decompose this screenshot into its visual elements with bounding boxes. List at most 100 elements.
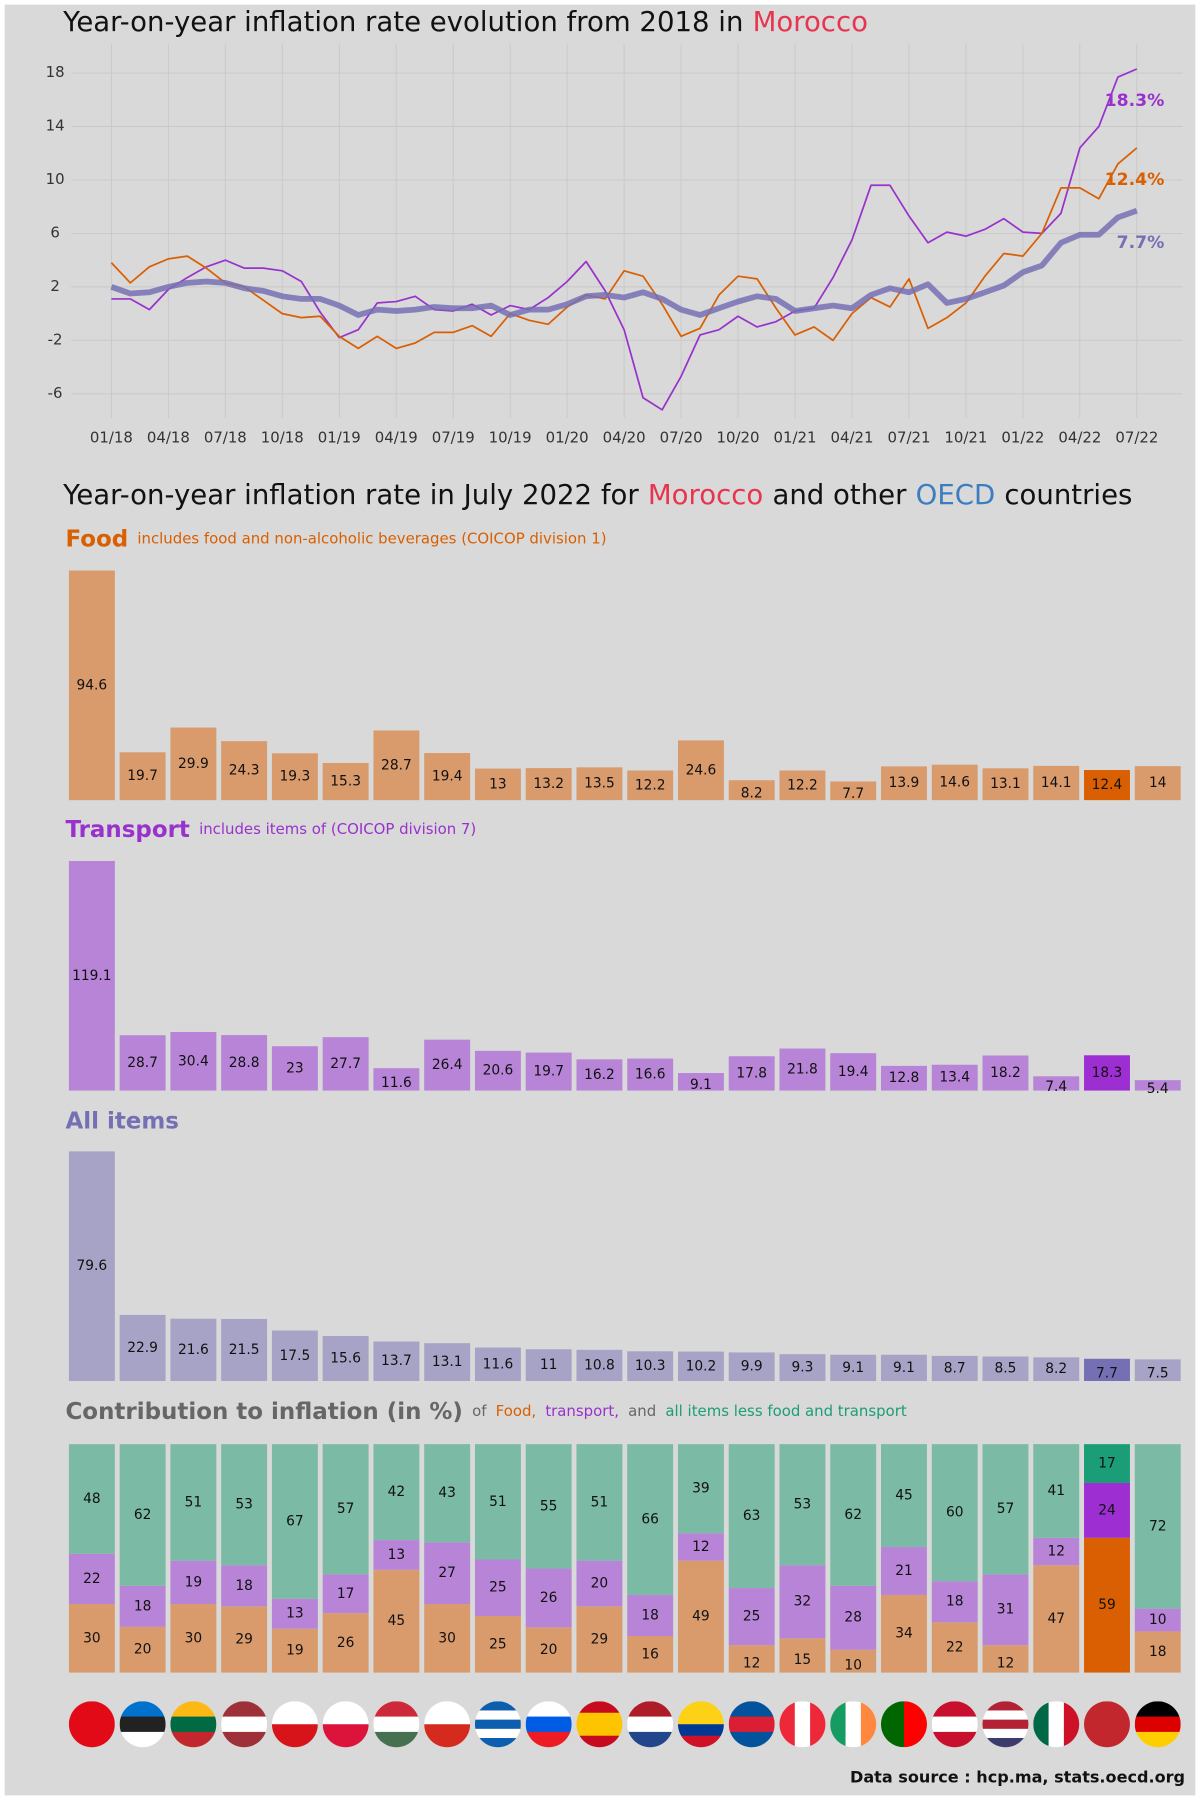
bar-segment [779,1444,826,1566]
bar-segment [931,1622,978,1673]
bar-segment [576,1606,623,1673]
bar-segment [830,1649,877,1673]
bar-segment [271,1444,318,1599]
value-label: 60 [946,1505,964,1521]
x-tick-label: 04/18 [147,429,190,447]
bar-segment [1084,1444,1130,1483]
value-label: 53 [235,1497,253,1513]
value-label: 29 [235,1631,253,1647]
bar-segment [677,1444,724,1534]
heading-part: Morocco [753,6,868,38]
value-label: 5.4 [1147,1081,1169,1097]
value-label: 7.4 [1045,1079,1067,1095]
x-tick-label: 10/19 [489,429,532,447]
bar-segment [1134,1608,1181,1632]
flag-stripe [221,1716,268,1733]
value-label: 13.1 [990,776,1021,792]
heading-part: transport, [545,1402,619,1420]
value-label: 63 [743,1508,761,1524]
flag [982,1701,1029,1748]
value-label: 8.7 [944,1360,966,1376]
flag-stripe [373,1731,420,1748]
value-label: 9.3 [791,1360,813,1376]
value-label: 51 [591,1494,609,1510]
bar [576,767,623,801]
value-label: 39 [692,1481,710,1497]
value-label: 55 [540,1498,558,1514]
heading-part: all items less food and transport [665,1402,906,1420]
value-label: 53 [794,1497,812,1513]
value-label: 19.3 [280,769,311,785]
x-tick-label: 07/22 [1115,429,1158,447]
flag [221,1701,268,1748]
bar [779,1048,826,1091]
bar [221,1035,268,1091]
flag [576,1701,623,1748]
flag-stripe [728,1701,775,1718]
flag-stripe [271,1701,318,1725]
value-label: 26.4 [432,1057,463,1073]
bar-segment [68,1444,115,1554]
flag-stripe [794,1701,811,1748]
flag-stripe [170,1731,217,1748]
x-tick-label: 01/20 [546,429,589,447]
value-label: 21.5 [229,1342,260,1358]
heading: Food includes food and non-alcoholic beve… [65,526,606,552]
value-label: 30.4 [178,1053,209,1069]
bar [1033,765,1080,801]
bar-segment [119,1626,166,1673]
value-label: 7.7 [842,786,864,802]
bar-segment [880,1444,927,1547]
bar-segment [170,1604,217,1673]
bar-segment [1134,1631,1181,1673]
heading-part: Food, [496,1402,536,1420]
heading: Contribution to inflation (in %) of Food, t… [65,1398,906,1424]
flag-stripe [982,1738,1029,1748]
bar-segment [880,1546,927,1595]
bar-segment [221,1606,268,1673]
value-label: 67 [286,1513,304,1529]
bar-segment [373,1444,420,1541]
bar [677,1351,724,1381]
value-label: 11.6 [381,1075,412,1091]
value-label: 19 [185,1574,203,1590]
bar-segment [1033,1444,1080,1538]
value-label: 51 [185,1494,203,1510]
flag-stripe [1134,1731,1181,1748]
bar-segment [1033,1537,1080,1566]
flag-stripe [119,1731,166,1748]
flag-stripe [576,1724,623,1737]
flag [271,1701,318,1748]
x-tick-label: 07/21 [887,429,930,447]
flag-stripe [322,1701,369,1725]
flag-stripe [221,1731,268,1748]
bar [1084,770,1130,801]
value-label: 26 [540,1590,558,1606]
flag [322,1701,369,1748]
flag [119,1701,166,1748]
bar-segment [1084,1537,1130,1673]
bar [779,770,826,801]
flag-stripe [1063,1701,1080,1748]
flag-stripe [525,1716,572,1733]
flag-stripe [1033,1701,1050,1748]
heading-part: and [628,1402,656,1420]
value-label: 57 [997,1501,1015,1517]
value-label: 13 [286,1606,304,1622]
value-label: 29 [591,1631,609,1647]
x-tick-label: 07/20 [660,429,703,447]
flag [474,1701,521,1748]
bar-segment [982,1645,1029,1673]
value-label: 18 [641,1607,659,1623]
flag-stripe [1084,1701,1130,1748]
flag-stripe [525,1731,572,1748]
value-label: 17 [337,1586,355,1602]
x-tick-label: 10/18 [261,429,304,447]
value-label: 18.2 [990,1065,1021,1081]
bar-segment [221,1565,268,1607]
value-label: 28.8 [229,1055,260,1071]
bar [271,1330,318,1381]
value-label: 17.5 [280,1348,311,1364]
x-tick-label: 10/20 [717,429,760,447]
value-label: 24.3 [229,763,260,779]
